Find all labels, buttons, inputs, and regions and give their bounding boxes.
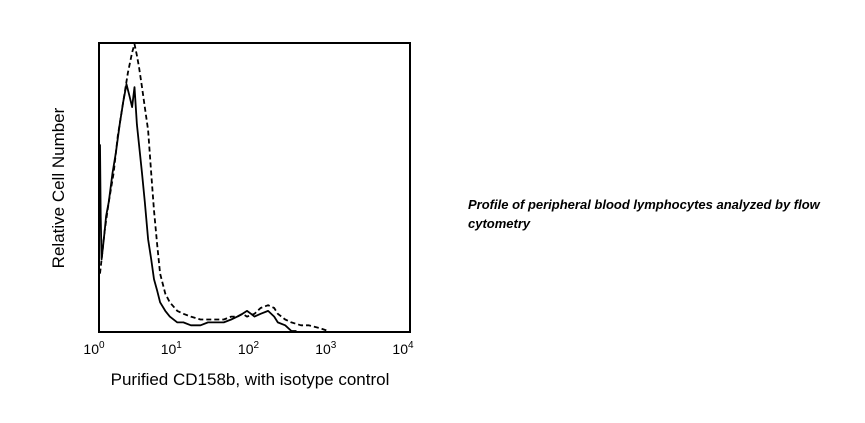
x-tick-exponent: 2: [254, 340, 260, 351]
isotype-control-series: [99, 43, 329, 332]
series-layer: [99, 43, 329, 332]
x-tick-base: 10: [238, 341, 254, 357]
x-tick-base: 10: [392, 341, 408, 357]
x-tick-label-0: 100: [83, 340, 105, 357]
x-tick-base: 10: [83, 341, 99, 357]
x-tick-base: 10: [161, 341, 177, 357]
x-axis-label: Purified CD158b, with isotype control: [111, 370, 390, 389]
cd158b-series: [99, 83, 297, 332]
x-tick-label-1: 101: [161, 340, 183, 357]
y-axis-label: Relative Cell Number: [49, 107, 68, 268]
x-tick-exponent: 3: [331, 340, 337, 351]
x-tick-label-4: 104: [392, 340, 414, 357]
x-tick-base: 10: [315, 341, 331, 357]
x-tick-label-3: 103: [315, 340, 337, 357]
x-tick-exponent: 0: [99, 340, 105, 351]
x-tick-exponent: 4: [408, 340, 414, 351]
x-tick-label-2: 102: [238, 340, 260, 357]
x-tick-exponent: 1: [176, 340, 182, 351]
plot-frame: [98, 42, 411, 333]
figure-caption: Profile of peripheral blood lymphocytes …: [468, 197, 820, 231]
x-axis-ticks: 100 101 102 103 104: [83, 340, 414, 357]
